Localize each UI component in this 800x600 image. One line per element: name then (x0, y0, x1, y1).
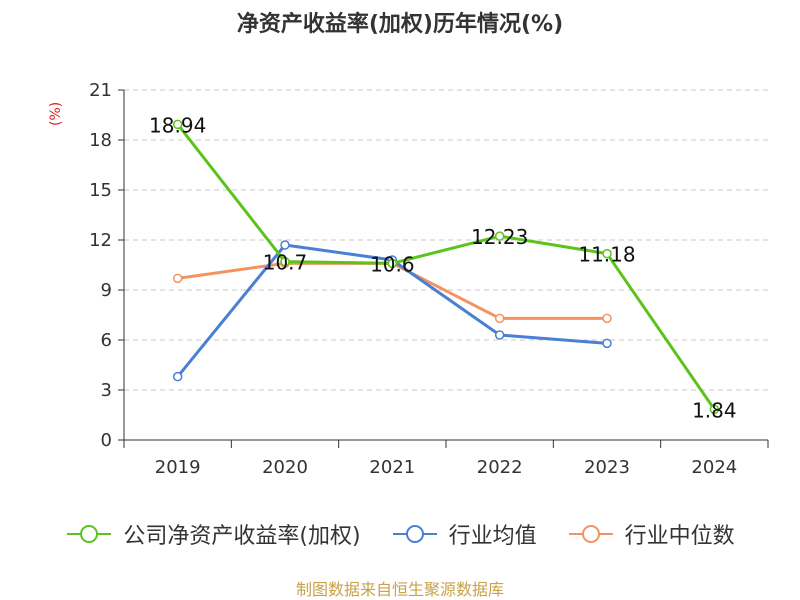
legend-item[interactable]: 公司净资产收益率(加权) (65, 518, 361, 550)
data-point (280, 240, 290, 250)
x-tick-label: 2021 (369, 457, 415, 478)
data-point (602, 338, 612, 349)
y-tick-label: 6 (101, 330, 112, 351)
y-tick-label: 3 (101, 380, 112, 401)
data-point (494, 330, 505, 340)
chart-title: 净资产收益率(加权)历年情况(%) (236, 12, 564, 37)
data-point (494, 231, 505, 241)
x-tick-label: 2020 (262, 457, 308, 478)
legend-label: 行业均值 (448, 524, 537, 549)
data-label: 1.84 (692, 398, 737, 422)
x-tick-label: 2022 (477, 457, 523, 478)
data-label: 12.23 (471, 225, 528, 249)
series-line (176, 123, 716, 411)
data-point (602, 313, 612, 324)
data-point (494, 313, 505, 324)
legend-item[interactable]: 行业均值 (391, 518, 537, 550)
data-point (172, 371, 183, 382)
legend-item[interactable]: 行业中位数 (567, 518, 735, 550)
y-tick-label: 12 (89, 230, 112, 251)
data-label: 10.7 (263, 251, 308, 275)
y-tick-label: 21 (89, 80, 112, 101)
data-label: 11.18 (578, 243, 635, 267)
y-tick-label: 15 (89, 180, 112, 201)
line-chart: 0 3 6 9 12 15 18 21 2019 2020 2021 2022 2023 2024 18.9… (89, 80, 769, 478)
legend-label: 公司净资产收益率(加权) (123, 524, 361, 549)
legend-swatch-icon (568, 525, 613, 543)
data-label: 18.94 (149, 113, 206, 137)
data-label: 10.6 (370, 252, 415, 276)
data-point (602, 248, 612, 259)
data-point (387, 258, 398, 269)
legend-label: 行业中位数 (624, 524, 735, 549)
legend-swatch-icon (392, 525, 437, 543)
data-source-note: 制图数据来自恒生聚源数据库 (295, 580, 504, 599)
x-tick-label: 2024 (691, 457, 737, 478)
y-tick-label: 9 (101, 280, 112, 301)
chart-legend: 公司净资产收益率(加权) 行业均值 行业中位数 (0, 518, 800, 550)
data-point (280, 256, 290, 267)
y-tick-label: 0 (101, 430, 112, 451)
data-point (709, 404, 720, 415)
y-tick-label: 18 (89, 130, 112, 151)
data-point (172, 273, 183, 284)
x-tick-label: 2023 (584, 457, 630, 478)
x-tick-label: 2019 (155, 457, 201, 478)
data-point (172, 119, 183, 130)
legend-swatch-icon (67, 525, 112, 543)
